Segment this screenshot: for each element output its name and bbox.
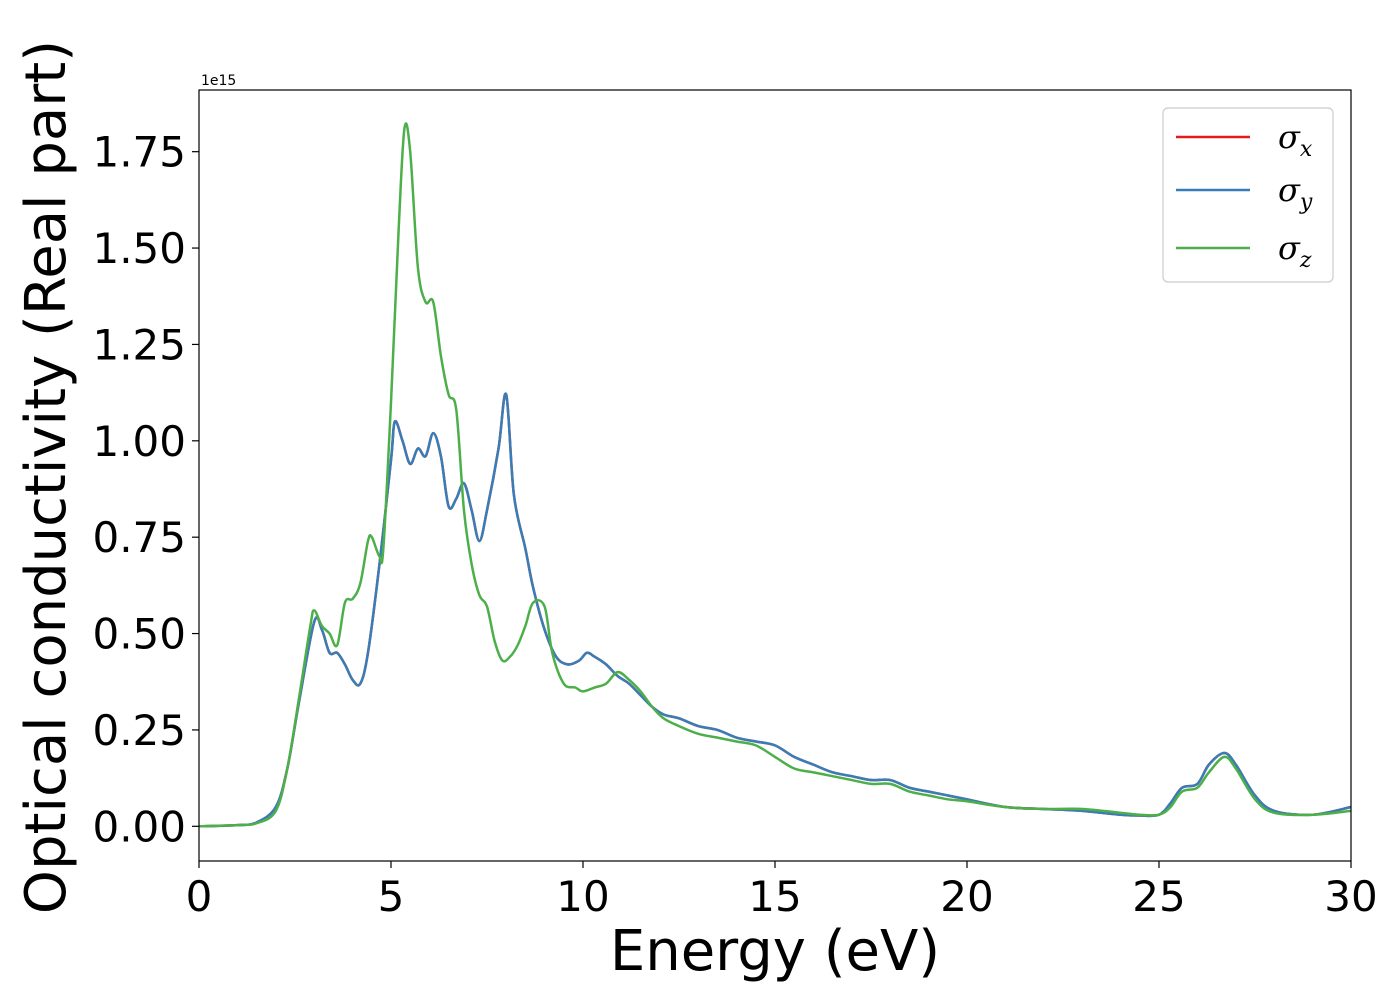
x-tick-label: 30 — [1324, 872, 1377, 921]
legend-frame — [1162, 107, 1334, 283]
x-tick-label: 20 — [940, 872, 993, 921]
legend-label-sigma-x: σx — [1278, 118, 1313, 162]
y-tick-label: 1.00 — [92, 417, 186, 466]
y-axis-title: Optical conductivity (Real part) — [14, 40, 79, 914]
y-tick-label: 1.50 — [92, 224, 186, 273]
x-tick-label: 5 — [378, 872, 405, 921]
x-tick-label: 0 — [186, 872, 213, 921]
y-ticks: 0.00 0.25 0.50 0.75 1.00 1.25 1.50 1.75 — [92, 128, 199, 851]
y-tick-label: 1.75 — [92, 128, 186, 177]
x-axis-title: Energy (eV) — [610, 919, 940, 984]
x-tick-label: 15 — [748, 872, 801, 921]
series-line-sigma-y — [198, 392, 1352, 828]
legend: σx σy σz — [1162, 107, 1334, 283]
y-tick-label: 0.50 — [92, 610, 186, 659]
series-line-sigma-x — [198, 392, 1352, 828]
y-tick-label: 0.00 — [92, 802, 186, 851]
y-multiplier: 1e15 — [201, 73, 236, 89]
y-tick-label: 1.25 — [92, 320, 186, 369]
x-ticks: 0 5 10 15 20 25 30 — [186, 861, 1378, 921]
x-tick-label: 25 — [1132, 872, 1185, 921]
legend-label-sigma-z: σz — [1278, 229, 1312, 273]
series-layer — [198, 122, 1352, 828]
x-tick-label: 10 — [556, 872, 609, 921]
y-tick-label: 0.25 — [92, 706, 186, 755]
y-tick-label: 0.75 — [92, 513, 186, 562]
legend-label-sigma-y: σy — [1278, 171, 1313, 215]
series-line-sigma-z — [198, 122, 1352, 828]
